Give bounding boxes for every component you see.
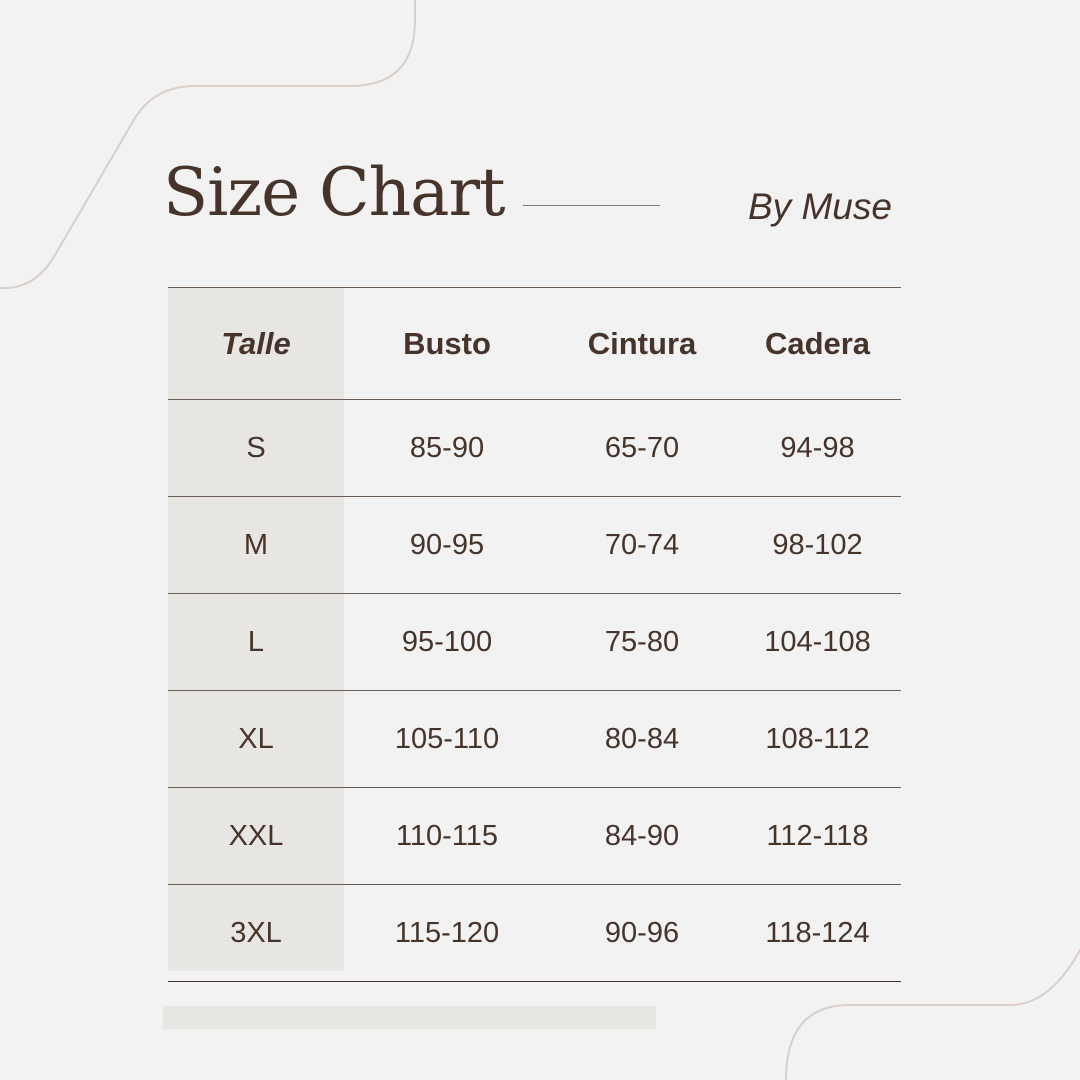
title-divider	[523, 205, 660, 206]
table-row: XL 105-110 80-84 108-112	[168, 690, 901, 787]
table-cell-cadera: 98-102	[772, 528, 863, 561]
table-cell-cintura: 65-70	[604, 431, 680, 464]
table-cell-cadera: 108-112	[765, 722, 870, 755]
table-cell-talle: XXL	[228, 819, 284, 852]
table-cell-cintura: 75-80	[604, 625, 680, 658]
top-left-curve	[0, 0, 416, 290]
bottom-right-curve	[785, 949, 1080, 1080]
table-cell-cadera: 118-124	[765, 916, 870, 949]
table-cell-cintura: 70-74	[604, 528, 680, 561]
table-cell-talle: S	[246, 431, 266, 464]
table-cell-busto: 85-90	[409, 431, 485, 464]
table-cell-cintura: 90-96	[604, 916, 680, 949]
footer-bar	[163, 1006, 656, 1029]
table-cell-talle: L	[247, 625, 265, 658]
table-cell-talle: 3XL	[230, 916, 282, 949]
table-header-row: Talle Busto Cintura Cadera	[168, 287, 901, 399]
table-row: L 95-100 75-80 104-108	[168, 593, 901, 690]
size-table: Talle Busto Cintura Cadera S 85-90 65-70 94…	[168, 287, 901, 982]
table-row: 3XL 115-120 90-96 118-124	[168, 884, 901, 982]
column-header-cadera: Cadera	[764, 325, 871, 361]
table-cell-cadera: 104-108	[764, 625, 871, 658]
table-cell-busto: 90-95	[409, 528, 485, 561]
table-cell-busto: 105-110	[394, 722, 500, 755]
size-column-shade	[168, 287, 344, 971]
table-cell-cintura: 84-90	[604, 819, 680, 852]
table-cell-cintura: 80-84	[604, 722, 680, 755]
column-header-talle: Talle	[221, 325, 291, 361]
table-cell-busto: 95-100	[401, 625, 493, 658]
table-cell-talle: M	[243, 528, 269, 561]
table-row: S 85-90 65-70 94-98	[168, 399, 901, 496]
table-cell-cadera: 94-98	[780, 431, 855, 464]
table-cell-busto: 115-120	[394, 916, 500, 949]
table-row: XXL 110-115 84-90 112-118	[168, 787, 901, 884]
column-header-busto: Busto	[403, 325, 491, 361]
page-title: Size Chart	[163, 154, 506, 231]
column-header-cintura: Cintura	[587, 325, 697, 361]
table-cell-talle: XL	[238, 722, 274, 755]
brand-label: By Muse	[748, 186, 892, 227]
table-cell-cadera: 112-118	[766, 819, 869, 852]
table-cell-busto: 110-115	[395, 819, 499, 852]
table-row: M 90-95 70-74 98-102	[168, 496, 901, 593]
